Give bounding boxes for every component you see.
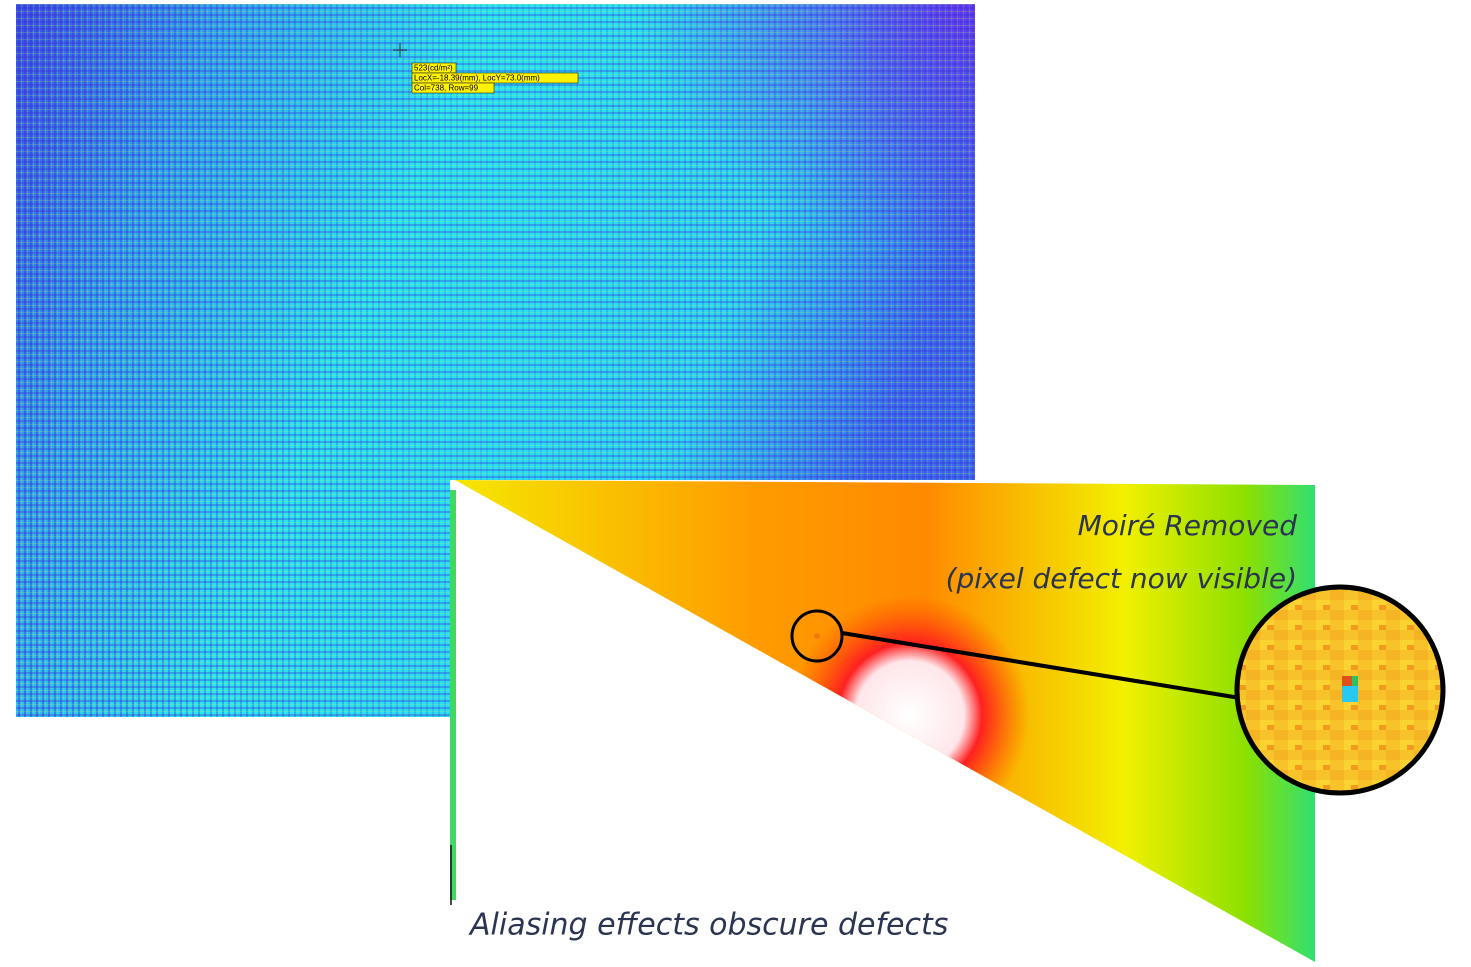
- tooltip-line: 523(cd/m²): [414, 64, 453, 73]
- before-caption: Aliasing effects obscure defects: [468, 908, 948, 943]
- moire-image: [16, 4, 975, 717]
- corrected-image: [450, 480, 1315, 962]
- tooltip: 523(cd/m²) LocX=-18.39(mm), LocY=73.0(mm…: [411, 62, 579, 94]
- tooltip-line: LocX=-18.39(mm), LocY=73.0(mm): [414, 74, 540, 83]
- after-title: Moiré Removed: [1078, 509, 1298, 542]
- zoom-callout: [790, 584, 1446, 796]
- after-subtitle: (pixel defect now visible): [946, 562, 1297, 595]
- tooltip-line: Col=738, Row=99: [414, 84, 479, 93]
